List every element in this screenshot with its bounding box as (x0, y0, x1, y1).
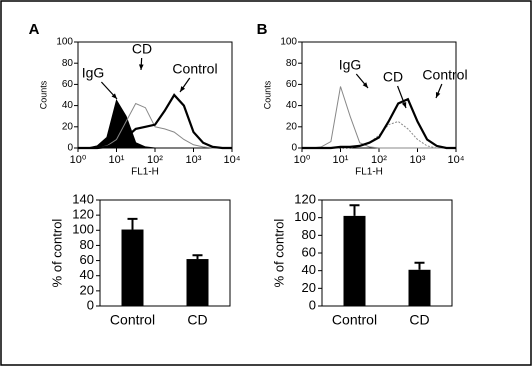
x-axis-label: FL1-H (355, 167, 383, 178)
x-tick-label: 10³ (410, 154, 426, 166)
error-bar (349, 204, 360, 216)
y-tick-label: 120 (72, 207, 94, 222)
y-tick-label: 80 (302, 227, 316, 242)
series-label: IgG (339, 57, 362, 73)
x-tick-label: 10⁰ (70, 154, 87, 166)
series-label: CD (132, 41, 152, 57)
y-tick-label: 100 (280, 37, 297, 48)
y-tick-label: 60 (62, 79, 74, 90)
panel-label: A (29, 21, 40, 38)
series-label: Control (422, 67, 467, 83)
error-bar (192, 254, 203, 260)
arrow-head (362, 82, 368, 88)
y-tick-label: 0 (67, 143, 73, 154)
panel-label: B (257, 21, 268, 38)
x-axis-label: FL1-H (131, 167, 159, 178)
histogram-thick (78, 93, 232, 150)
x-tick-label: 10⁴ (224, 154, 241, 166)
y-tick-label: 140 (72, 191, 94, 206)
x-tick-label: Control (110, 312, 155, 328)
error-bar (127, 217, 138, 230)
plot-frame (99, 199, 231, 307)
error-bar (414, 261, 425, 270)
y-tick-label: 100 (294, 209, 316, 224)
bar (121, 229, 144, 306)
arrow-head (180, 86, 186, 92)
y-axis-label: % of control (49, 219, 64, 288)
y-tick-label: 0 (291, 143, 297, 154)
histogram-thick (302, 97, 456, 150)
y-tick-label: 40 (62, 100, 74, 111)
bar (343, 215, 366, 306)
bar (408, 269, 431, 306)
series-label: Control (172, 61, 217, 77)
x-tick-label: Control (332, 312, 377, 328)
y-tick-label: 20 (286, 121, 298, 132)
x-tick-label: 10¹ (333, 154, 349, 166)
x-tick-label: 10⁰ (294, 154, 311, 166)
y-tick-label: 20 (80, 282, 94, 297)
x-tick-label: CD (409, 312, 429, 328)
y-tick-label: 80 (80, 237, 94, 252)
x-tick-label: CD (187, 312, 207, 328)
y-tick-label: 60 (80, 252, 94, 267)
x-tick-label: 10² (371, 154, 387, 166)
bar (186, 259, 209, 306)
y-tick-label: 20 (62, 121, 74, 132)
x-tick-label: 10³ (186, 154, 202, 166)
y-axis-label: Counts (38, 80, 48, 109)
y-tick-label: 0 (309, 297, 316, 312)
x-tick-label: 10⁴ (448, 154, 465, 166)
y-tick-label: 40 (302, 262, 316, 277)
arrow-head (401, 102, 407, 108)
y-tick-label: 100 (72, 222, 94, 237)
y-tick-label: 40 (80, 267, 94, 282)
arrow-head (138, 64, 144, 70)
y-tick-label: 20 (302, 280, 316, 295)
arrow-head (435, 92, 441, 98)
y-tick-label: 40 (286, 100, 298, 111)
y-axis-label: % of control (271, 219, 286, 288)
series-label: IgG (82, 65, 105, 81)
y-tick-label: 100 (56, 37, 73, 48)
series-label: CD (383, 69, 403, 85)
y-tick-label: 60 (302, 244, 316, 259)
y-tick-label: 80 (62, 58, 74, 69)
x-tick-label: 10² (147, 154, 163, 166)
y-tick-label: 80 (286, 58, 298, 69)
y-axis-label: Counts (262, 80, 272, 109)
y-tick-label: 0 (87, 297, 94, 312)
x-tick-label: 10¹ (109, 154, 125, 166)
y-tick-label: 60 (286, 79, 298, 90)
arrow-head (111, 93, 117, 99)
histogram-thin (302, 86, 456, 149)
y-tick-label: 120 (294, 191, 316, 206)
